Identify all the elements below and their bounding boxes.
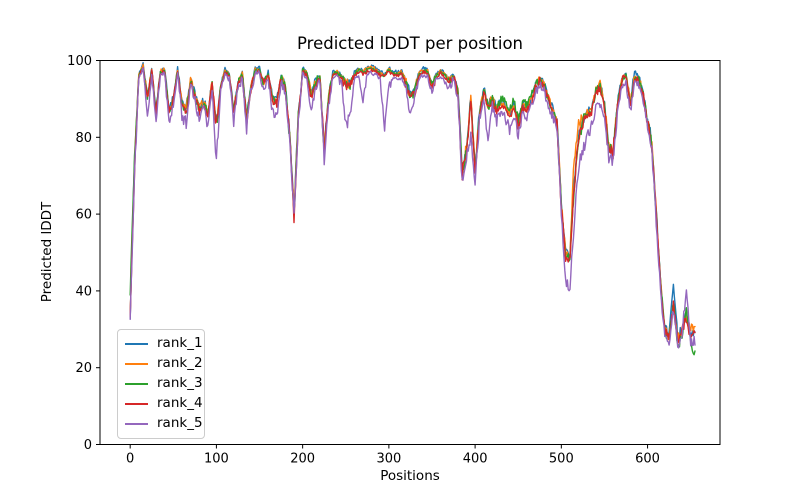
legend-swatch-rank_3	[125, 382, 148, 386]
y-tick-label: 60	[75, 208, 92, 223]
legend-label-rank_1: rank_1	[157, 335, 203, 352]
legend-label-rank_4: rank_4	[157, 395, 203, 412]
legend-item-rank_2: rank_2	[125, 357, 203, 371]
legend-swatch-rank_4	[125, 402, 148, 406]
legend-item-rank_1: rank_1	[125, 337, 203, 351]
x-tick-label: 500	[549, 452, 574, 467]
axes-frame	[99, 60, 721, 445]
y-tick-label: 40	[75, 284, 92, 299]
legend-swatch-rank_5	[125, 422, 148, 426]
x-tick-label: 0	[126, 452, 134, 467]
x-tick-label: 200	[290, 452, 315, 467]
x-tick-label: 400	[463, 452, 488, 467]
legend: rank_1 rank_2 rank_3 rank_4 rank_5	[117, 329, 205, 439]
legend-label-rank_2: rank_2	[157, 355, 203, 372]
legend-item-rank_3: rank_3	[125, 377, 203, 391]
legend-swatch-rank_1	[125, 342, 148, 346]
legend-item-rank_5: rank_5	[125, 417, 203, 431]
y-tick-label: 0	[84, 438, 92, 453]
legend-item-rank_4: rank_4	[125, 397, 203, 411]
chart-title: Predicted lDDT per position	[296, 34, 524, 53]
series-line-rank_4	[129, 66, 696, 344]
y-tick-label: 80	[75, 131, 92, 146]
x-axis-label: Positions	[380, 468, 440, 484]
legend-label-rank_5: rank_5	[157, 415, 203, 432]
y-tick-label: 20	[75, 361, 92, 376]
y-tick-label: 100	[67, 54, 92, 69]
x-tick-label: 600	[635, 452, 660, 467]
legend-swatch-rank_2	[125, 362, 148, 366]
x-tick-label: 300	[376, 452, 401, 467]
y-axis-label: Predicted lDDT	[39, 201, 55, 303]
x-tick-label: 100	[204, 452, 229, 467]
legend-label-rank_3: rank_3	[157, 375, 203, 392]
series-line-rank_5	[129, 67, 696, 349]
